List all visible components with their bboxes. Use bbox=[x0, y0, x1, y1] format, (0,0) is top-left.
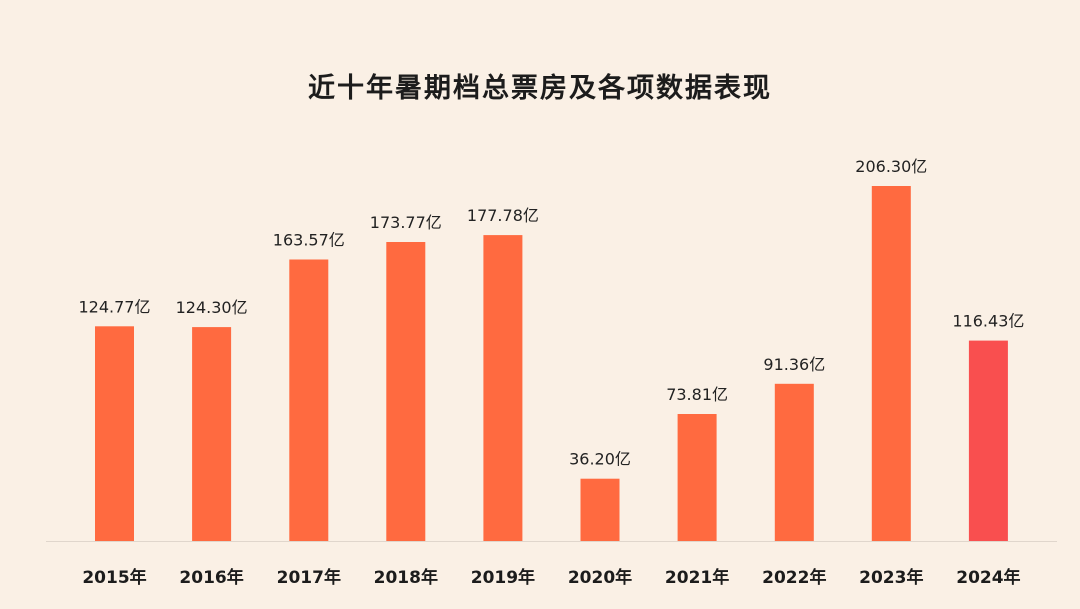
x-tick-label-2020年: 2020年 bbox=[568, 567, 632, 588]
bar-2015年 bbox=[95, 326, 134, 541]
value-label-2017年: 163.57亿 bbox=[273, 231, 345, 250]
value-label-2019年: 177.78亿 bbox=[467, 206, 539, 225]
bar-2017年 bbox=[289, 259, 329, 541]
bar-2016年 bbox=[192, 327, 232, 541]
value-label-2022年: 91.36亿 bbox=[763, 355, 825, 374]
x-tick-label-2015年: 2015年 bbox=[82, 567, 146, 588]
value-labels-group: 124.77亿 124.30亿 163.57亿 173.77亿 177.78亿 36.20… bbox=[79, 157, 1025, 469]
bar-2018年 bbox=[386, 242, 426, 541]
value-label-2018年: 173.77亿 bbox=[370, 213, 442, 232]
value-label-2015年: 124.77亿 bbox=[79, 297, 151, 316]
value-label-2023年: 206.30亿 bbox=[855, 157, 927, 176]
x-tick-labels-group: 2015年 2016年 2017年 2018年 2019年 2020年 2021年 2022年… bbox=[82, 567, 1020, 588]
x-tick-label-2024年: 2024年 bbox=[956, 567, 1020, 588]
x-tick-label-2016年: 2016年 bbox=[179, 567, 243, 588]
x-tick-label-2018年: 2018年 bbox=[374, 567, 438, 588]
bar-2024年 bbox=[968, 340, 1008, 541]
x-tick-label-2022年: 2022年 bbox=[762, 567, 826, 588]
x-tick-label-2019年: 2019年 bbox=[471, 567, 535, 588]
value-label-2020年: 36.20亿 bbox=[569, 450, 631, 469]
bars-group bbox=[95, 186, 1008, 541]
bar-2021年 bbox=[677, 414, 717, 541]
bar-2022年 bbox=[774, 383, 814, 541]
x-tick-label-2023年: 2023年 bbox=[859, 567, 923, 588]
value-label-2021年: 73.81亿 bbox=[666, 385, 728, 404]
x-tick-label-2017年: 2017年 bbox=[277, 567, 341, 588]
chart-title: 近十年暑期档总票房及各项数据表现 bbox=[308, 73, 772, 104]
value-label-2024年: 116.43亿 bbox=[952, 312, 1024, 331]
bar-2019年 bbox=[483, 235, 523, 541]
bar-2023年 bbox=[871, 186, 911, 541]
bar-2020年 bbox=[580, 478, 620, 541]
x-tick-label-2021年: 2021年 bbox=[665, 567, 729, 588]
value-label-2016年: 124.30亿 bbox=[176, 298, 248, 317]
